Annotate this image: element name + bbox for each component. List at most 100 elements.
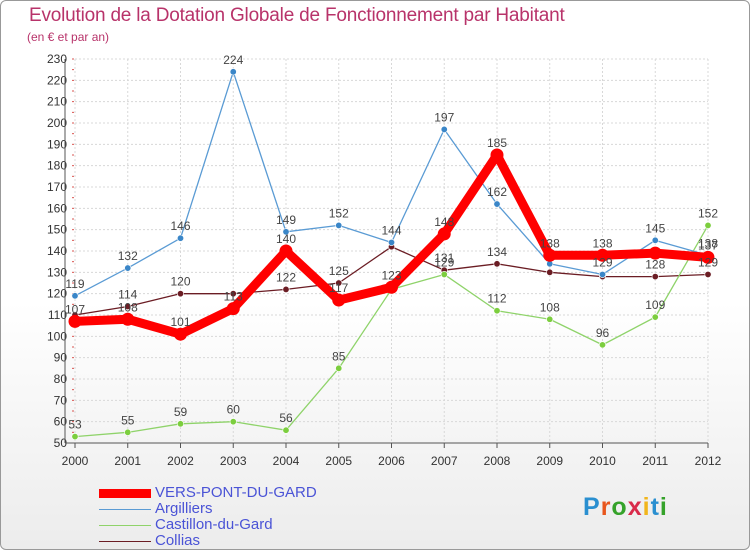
data-point [282,228,290,236]
data-label: 55 [121,413,135,427]
data-label: 134 [487,245,507,259]
data-label: 114 [118,287,137,301]
data-label: 107 [65,302,85,316]
data-label: 140 [276,232,296,246]
data-point [493,260,501,268]
data-point [68,314,82,328]
data-label: 119 [65,277,84,291]
y-tick-label: 210 [47,95,67,109]
data-point [701,250,715,264]
data-label: 145 [645,221,665,235]
data-point [124,302,132,310]
logo-letter: x [627,493,643,521]
x-tick-label: 2009 [536,454,563,468]
y-tick-label: 140 [47,244,67,258]
y-tick-label: 70 [54,393,68,407]
data-label: 56 [279,411,293,425]
data-label: 162 [487,185,507,199]
logo-letter: t [650,493,660,521]
y-tick-label: 200 [47,116,67,130]
data-label: 185 [487,136,507,150]
data-point [71,433,79,441]
logo-letter: o [611,493,628,521]
data-label: 117 [329,281,348,295]
data-label: 125 [329,264,349,278]
data-point [493,307,501,315]
data-label: 53 [68,418,82,432]
data-label: 108 [540,300,560,314]
y-tick-label: 80 [54,372,68,386]
data-point [282,426,290,434]
legend-label: Castillon-du-Gard [155,516,273,533]
data-point [71,292,79,300]
y-tick-label: 170 [47,180,67,194]
data-label: 108 [118,300,138,314]
data-point [335,364,343,372]
data-point [704,221,712,229]
legend-label: Argilliers [155,500,213,517]
proxiti-logo: Proxiti [583,493,668,522]
data-label: 132 [118,249,138,263]
legend-swatch [99,489,151,498]
data-label: 138 [698,236,718,250]
x-tick-label: 2007 [431,454,458,468]
legend-label: VERS-PONT-DU-GARD [155,484,317,501]
legend: VERS-PONT-DU-GARD Argilliers Castillon-d… [99,485,499,549]
data-label: 123 [381,268,401,282]
grid [74,58,709,444]
data-point [651,313,659,321]
legend-item-castillon-du-gard: Castillon-du-Gard [99,517,499,533]
data-point [387,238,395,246]
data-point [596,248,609,262]
legend-item-argilliers: Argilliers [99,501,499,517]
data-point [648,246,662,260]
x-tick-label: 2010 [589,454,616,468]
data-label: 113 [224,290,243,304]
data-label: 144 [381,223,401,237]
x-tick-label: 2003 [220,454,247,468]
data-point [282,285,290,293]
data-point [493,200,501,208]
data-point [124,264,132,272]
x-tick-label: 2004 [273,454,300,468]
data-point [546,315,554,323]
legend-label: Collias [155,532,201,549]
y-tick-label: 160 [47,201,67,215]
data-point [598,341,606,349]
logo-letter: i [642,493,651,521]
data-label: 109 [645,298,665,312]
data-label: 149 [276,213,296,227]
data-label: 129 [698,255,718,269]
data-label: 146 [170,219,190,233]
data-point [226,302,240,316]
data-label: 137 [698,238,718,252]
y-tick-label: 150 [47,223,67,237]
x-tick-label: 2002 [167,454,194,468]
data-point [177,290,185,298]
data-label: 122 [276,270,296,284]
data-point [543,248,557,262]
legend-swatch [99,509,151,510]
data-point [440,125,448,133]
axes: 50 60 70 80 90 100 110 120 130 140 150 160 170 180 190… [47,52,722,468]
x-tick-label: 2011 [642,454,668,468]
data-label: 138 [592,236,612,250]
y-tick-label: 230 [47,52,67,66]
data-point [546,268,554,276]
data-point [490,148,504,162]
data-label: 129 [592,255,612,269]
data-point [229,68,237,76]
data-label: 129 [434,255,454,269]
x-tick-label: 2006 [378,454,405,468]
chart-title: Evolution de la Dotation Globale de Fonc… [29,5,565,26]
x-tick-label: 2012 [695,454,722,468]
y-tick-label: 220 [47,73,67,87]
data-label: 224 [223,53,243,67]
data-label: 152 [698,206,718,220]
data-point [437,227,451,241]
data-point [385,280,398,294]
data-label: 101 [170,315,190,329]
y-tick-label: 190 [47,137,67,151]
